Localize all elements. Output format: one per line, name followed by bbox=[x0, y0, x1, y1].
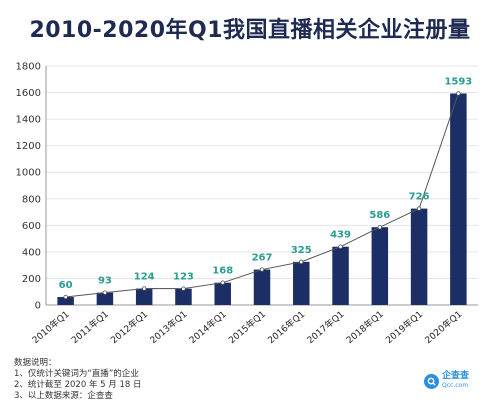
trend-point bbox=[377, 224, 383, 230]
notes-heading: 数据说明： bbox=[14, 358, 57, 368]
brand-logo: 企查查 Qcc.com bbox=[424, 372, 469, 390]
notes-line: 3、以上数据来源：企查查 bbox=[14, 391, 113, 401]
x-tick-label: 2020年Q1 bbox=[422, 308, 464, 346]
y-tick-label: 200 bbox=[22, 274, 41, 285]
x-tick-label: 2016年Q1 bbox=[265, 308, 307, 346]
data-label: 267 bbox=[252, 253, 273, 264]
brand-domain: Qcc.com bbox=[442, 382, 469, 389]
trend-point bbox=[259, 267, 265, 272]
x-tick-label: 2012年Q1 bbox=[108, 308, 150, 346]
bar bbox=[96, 292, 114, 305]
y-tick-label: 600 bbox=[22, 221, 41, 232]
trend-point bbox=[102, 290, 108, 295]
y-tick-label: 1000 bbox=[16, 168, 41, 179]
x-tick-label: 2019年Q1 bbox=[383, 308, 425, 346]
bar bbox=[253, 269, 271, 305]
bar bbox=[214, 282, 231, 305]
data-label: 726 bbox=[409, 192, 430, 203]
trend-point bbox=[338, 244, 343, 249]
data-label: 1593 bbox=[444, 76, 472, 87]
data-label: 123 bbox=[173, 272, 194, 283]
bar-chart: 0 200 400 600 800 1000 1200 1400 1600 1800 60 93 124… bbox=[16, 62, 478, 346]
data-label: 168 bbox=[212, 266, 233, 277]
bar bbox=[410, 208, 428, 305]
trend-point bbox=[416, 206, 422, 211]
trend-point bbox=[181, 286, 186, 291]
y-tick-label: 1400 bbox=[16, 115, 41, 126]
data-label: 325 bbox=[291, 245, 312, 256]
bar bbox=[135, 288, 153, 305]
x-tick-label: 2018年Q1 bbox=[344, 308, 386, 346]
notes-line: 2、统计截至 2020 年 5 月 18 日 bbox=[14, 380, 142, 390]
data-label: 60 bbox=[59, 280, 73, 291]
data-label: 586 bbox=[369, 210, 390, 221]
bar bbox=[332, 246, 349, 305]
brand-name: 企查查 bbox=[442, 371, 470, 381]
data-notes: 数据说明： 1、仅统计关键词为“直播”的企业 2、统计截至 2020 年 5 月… bbox=[14, 358, 141, 402]
bar bbox=[57, 297, 74, 305]
bar bbox=[450, 93, 467, 305]
qcc-logo-icon bbox=[424, 373, 439, 389]
x-tick-label: 2011年Q1 bbox=[69, 308, 111, 346]
trend-point bbox=[456, 91, 461, 96]
y-tick-label: 1800 bbox=[16, 62, 41, 73]
data-label: 439 bbox=[330, 230, 351, 241]
y-tick-label: 1600 bbox=[16, 88, 41, 99]
x-tick-label: 2017年Q1 bbox=[305, 308, 347, 346]
chart-title: 2010-2020年Q1我国直播相关企业注册量 bbox=[29, 18, 471, 43]
bar bbox=[371, 227, 389, 305]
bar bbox=[175, 288, 192, 305]
y-tick-label: 0 bbox=[35, 301, 41, 312]
trend-line bbox=[65, 93, 459, 298]
data-label: 124 bbox=[134, 272, 155, 283]
x-tick-label: 2014年Q1 bbox=[187, 308, 229, 346]
data-label: 93 bbox=[98, 276, 112, 287]
bar bbox=[293, 261, 310, 305]
notes-line: 1、仅统计关键词为“直播”的企业 bbox=[14, 369, 139, 379]
trend-point bbox=[299, 259, 304, 265]
y-tick-label: 400 bbox=[22, 247, 41, 258]
x-tick-label: 2015年Q1 bbox=[226, 308, 268, 346]
x-tick-label: 2013年Q1 bbox=[147, 308, 189, 346]
x-tick-label: 2010年Q1 bbox=[30, 308, 72, 346]
trend-point bbox=[141, 286, 147, 291]
y-tick-label: 800 bbox=[22, 194, 41, 205]
trend-point bbox=[220, 280, 225, 285]
y-tick-label: 1200 bbox=[16, 141, 41, 152]
trend-point bbox=[63, 294, 68, 300]
